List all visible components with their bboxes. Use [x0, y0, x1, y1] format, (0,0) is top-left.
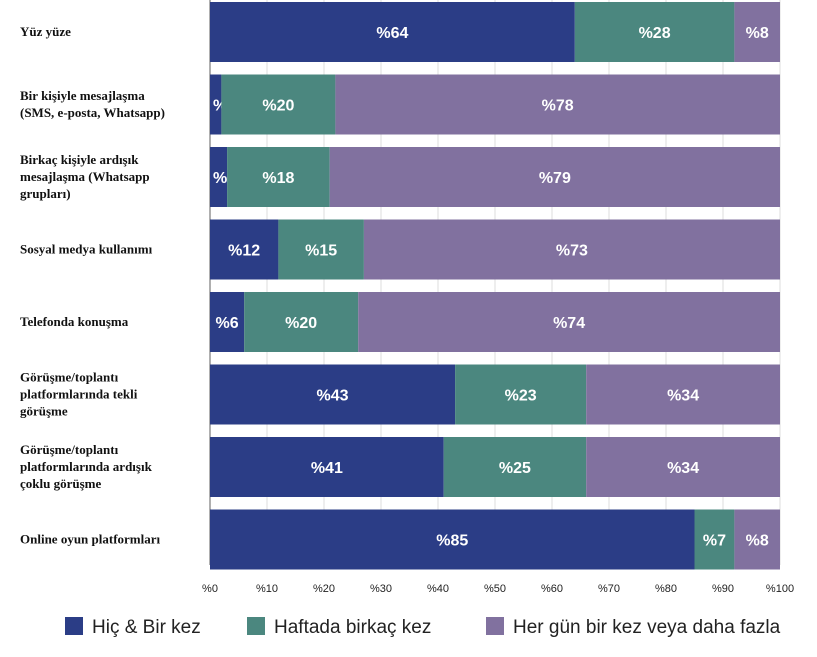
legend-label: Hiç & Bir kez: [92, 617, 201, 638]
x-tick-label: %60: [541, 583, 563, 595]
bar-segment: [443, 437, 587, 497]
data-label: %8: [746, 533, 769, 550]
x-tick-label: %80: [655, 583, 677, 595]
category-label: platformlarında ardışık: [20, 459, 153, 474]
x-tick-label: %30: [370, 583, 392, 595]
category-label: Bir kişiyle mesajlaşma: [20, 88, 145, 103]
bar-segment: [574, 2, 735, 62]
data-label: %43: [317, 388, 349, 405]
data-label: %73: [556, 243, 588, 260]
data-label: %34: [667, 460, 699, 477]
legend-swatch: [247, 617, 265, 635]
x-tick-label: %0: [202, 583, 218, 595]
category-label: Birkaç kişiyle ardışık: [20, 152, 139, 167]
bar-segment: [455, 364, 587, 425]
data-label: %23: [505, 388, 537, 405]
bar-segment: [694, 509, 735, 570]
category-label: Görüşme/toplantı: [20, 370, 119, 385]
bar-segment: [586, 364, 780, 425]
data-label: %78: [542, 98, 574, 115]
data-label: %41: [311, 460, 343, 477]
data-label: %20: [262, 98, 294, 115]
data-label: %64: [376, 25, 408, 42]
bar-segment: [586, 437, 780, 497]
category-label: Yüz yüze: [20, 24, 71, 39]
data-label: %74: [553, 315, 585, 332]
bar-segment: [210, 147, 228, 207]
bar-segment: [227, 147, 330, 207]
data-label: %6: [216, 315, 239, 332]
bar-segment: [734, 2, 780, 62]
bar-segment: [210, 219, 279, 280]
data-label: %12: [228, 243, 260, 260]
category-label: çoklu görüşme: [20, 476, 101, 491]
legend: Hiç & Bir kez Haftada birkaç kez Her gün b…: [65, 617, 781, 638]
x-tick-label: %10: [256, 583, 278, 595]
bar-segment: [329, 147, 780, 207]
bar-segment: [244, 292, 359, 352]
data-label: %7: [703, 533, 726, 550]
x-axis-ticks: %0 %10 %20 %30 %40 %50 %60 %70 %80 %90 %100: [202, 583, 794, 595]
bar-segment: [210, 292, 245, 352]
data-label: %8: [746, 25, 769, 42]
category-label: Online oyun platformları: [20, 532, 161, 547]
data-label: %79: [539, 170, 571, 187]
bar-segment: [335, 74, 780, 135]
category-label: Görüşme/toplantı: [20, 442, 119, 457]
x-tick-label: %70: [598, 583, 620, 595]
bar-segment: [210, 364, 456, 425]
category-labels: Yüz yüze Bir kişiyle mesajlaşma (SMS, e-po…: [20, 24, 165, 547]
category-label: Sosyal medya kullanımı: [20, 242, 153, 257]
data-label: %25: [499, 460, 531, 477]
bar-segment: [358, 292, 780, 352]
bar-segment: [734, 509, 780, 570]
bar-segment: [210, 74, 222, 135]
category-label: (SMS, e-posta, Whatsapp): [20, 105, 165, 120]
bars: %64%28%8%2%20%78%3%18%79%12%15%73%6%20%7…: [210, 2, 780, 570]
category-label: grupları): [20, 186, 71, 201]
x-tick-label: %50: [484, 583, 506, 595]
x-tick-label: %90: [712, 583, 734, 595]
legend-swatch: [65, 617, 83, 635]
bar-segment: [210, 437, 444, 497]
category-label: görüşme: [20, 404, 68, 419]
data-label: %15: [305, 243, 337, 260]
data-label: %28: [639, 25, 671, 42]
x-tick-label: %20: [313, 583, 335, 595]
bar-segment: [221, 74, 336, 135]
category-label: Telefonda konuşma: [20, 314, 129, 329]
category-label: platformlarında tekli: [20, 387, 138, 402]
x-tick-label: %40: [427, 583, 449, 595]
bar-segment: [210, 2, 575, 62]
data-label: %34: [667, 388, 699, 405]
bar-segment: [363, 219, 780, 280]
x-tick-label: %100: [766, 583, 794, 595]
legend-swatch: [486, 617, 504, 635]
category-label: mesajlaşma (Whatsapp: [20, 169, 150, 184]
bar-segment: [278, 219, 364, 280]
data-label: %20: [285, 315, 317, 332]
legend-label: Her gün bir kez veya daha fazla: [513, 617, 781, 638]
data-label: %18: [262, 170, 294, 187]
bar-segment: [210, 509, 695, 570]
data-label: %85: [436, 533, 468, 550]
legend-label: Haftada birkaç kez: [274, 617, 431, 638]
